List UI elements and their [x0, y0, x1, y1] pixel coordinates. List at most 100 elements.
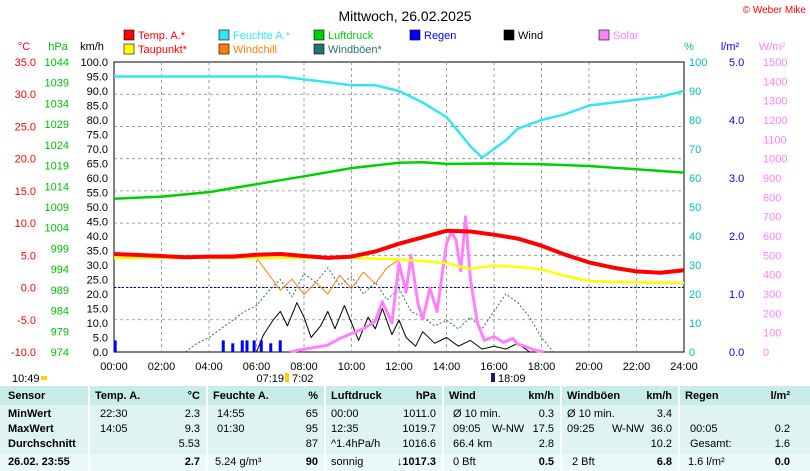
hpa-tick-label: 984 — [51, 306, 69, 318]
sunset-time: 18:09 — [498, 373, 526, 385]
hpa-tick-label: 979 — [51, 326, 69, 338]
hum-unit-header: % — [308, 390, 318, 402]
kmh-tick-label: 95.0 — [87, 72, 108, 84]
hpa-tick-label: 989 — [51, 285, 69, 297]
rain-bar — [221, 340, 225, 352]
kmh-tick-label: 35.0 — [87, 246, 108, 258]
sunrise-marker — [285, 373, 289, 382]
legend-swatch — [218, 29, 230, 41]
solar-tick-label: 1300 — [763, 96, 787, 108]
rain-bar — [252, 340, 256, 352]
pct-unit-label: % — [684, 41, 694, 53]
pct-tick-label: 10 — [689, 318, 701, 330]
press-unit-header: hPa — [415, 390, 436, 402]
temp-tick-label: -5.0 — [17, 315, 36, 327]
divider — [88, 386, 90, 471]
legend-label: Luftdruck — [328, 30, 374, 42]
hum-time: 01:30 — [217, 423, 245, 435]
kmh-tick-label: 100.0 — [80, 57, 108, 69]
rain-bar — [231, 343, 235, 352]
pct-tick-label: 80 — [689, 115, 701, 127]
current-rain: 0.0 — [774, 456, 790, 468]
press-header: Luftdruck — [331, 390, 382, 402]
series-line-solar — [289, 215, 545, 354]
kmh-tick-label: 20.0 — [87, 289, 108, 301]
hpa-tick-label: 994 — [51, 264, 69, 276]
solar-tick-label: 1000 — [763, 154, 787, 166]
time-tick-label: 00:00 — [100, 361, 128, 373]
temp-tick-label: -10.0 — [11, 347, 36, 359]
legend-swatch — [313, 29, 325, 41]
kmh-tick-label: 70.0 — [87, 144, 108, 156]
legend-label: Temp. A.* — [138, 30, 186, 42]
temp-tick-label: 25.0 — [15, 121, 36, 133]
gust-dir: W-NW — [612, 423, 645, 435]
rain-unit-header: l/m² — [770, 390, 790, 402]
hpa-tick-label: 1044 — [45, 57, 69, 69]
rain-time: 00:05 — [690, 423, 718, 435]
series-line-luftdruck — [113, 161, 685, 200]
wind-value: 2.8 — [538, 438, 554, 450]
rain-header: Regen — [685, 390, 719, 402]
pct-tick-label: 70 — [689, 144, 701, 156]
solar-tick-label: 1500 — [763, 57, 787, 69]
current-label: 26.02. 23:55 — [8, 456, 70, 468]
series-line-feuchtea — [114, 75, 685, 159]
rain-bar — [269, 343, 273, 352]
current-gust-bft: 2 Bft — [572, 456, 595, 468]
kmh-tick-label: 15.0 — [87, 304, 108, 316]
wind-time: Ø 10 min. — [453, 408, 501, 420]
hum-value: 95 — [305, 423, 318, 435]
pct-tick-label: 90 — [689, 86, 701, 98]
legend-swatch — [409, 29, 421, 41]
press-value: 1019.7 — [402, 423, 436, 435]
stats-header-row — [0, 386, 810, 405]
axis-ticks: 35.0 30.0 25.0 20.0 15.0 10.0 5.0 0.0 -5.0 -10.0 1… — [11, 57, 788, 373]
rain-tick-label: 2.0 — [729, 231, 744, 243]
current-abs-humidity: 5.24 g/m³ — [215, 456, 262, 468]
solar-tick-label: 500 — [763, 250, 781, 262]
kmh-unit-label: km/h — [80, 41, 104, 53]
time-tick-label: 14:00 — [433, 361, 461, 373]
solar-unit-label: W/m² — [759, 41, 786, 53]
series-line-windben — [185, 267, 554, 353]
time-tick-label: 02:00 — [148, 361, 176, 373]
kmh-tick-label: 50.0 — [87, 202, 108, 214]
pct-tick-label: 60 — [689, 173, 701, 185]
kmh-tick-label: 25.0 — [87, 275, 108, 287]
rain-bar — [245, 340, 249, 352]
pct-tick-label: 0 — [689, 347, 695, 359]
press-time: 00:00 — [331, 408, 359, 420]
temp-value: 5.53 — [178, 438, 200, 450]
time-tick-label: 04:00 — [195, 361, 223, 373]
hpa-unit-label: hPa — [48, 41, 68, 53]
time-tick-label: 22:00 — [623, 361, 651, 373]
now-time-label: 10:49 — [12, 373, 40, 385]
hpa-tick-label: 1004 — [45, 223, 69, 235]
hum-header: Feuchte A. — [213, 390, 269, 402]
current-temp: 2.7 — [184, 456, 200, 468]
sun-markers: 10:49 07:19 7:02 18:09 — [12, 373, 526, 385]
kmh-tick-label: 55.0 — [87, 188, 108, 200]
legend-label: Regen — [424, 30, 456, 42]
series-line-windchill — [256, 257, 400, 296]
pct-tick-label: 50 — [689, 202, 701, 214]
time-tick-label: 06:00 — [243, 361, 271, 373]
time-tick-label: 24:00 — [670, 361, 698, 373]
legend-label: Feuchte A.* — [233, 30, 291, 42]
legend-swatch — [503, 29, 515, 41]
temp-tick-label: 35.0 — [15, 57, 36, 69]
current-hum: 90 — [305, 456, 318, 468]
weather-chart: Mittwoch, 26.02.2025 © Weber Mike Temp. … — [11, 5, 807, 385]
series-line-wind — [256, 302, 542, 353]
gust-unit-header: km/h — [646, 390, 672, 402]
row-label: MaxWert — [8, 423, 54, 435]
legend-swatch — [598, 29, 610, 41]
row-label: Durchschnitt — [8, 438, 76, 450]
legend-swatch — [123, 43, 135, 55]
hpa-tick-label: 1039 — [45, 78, 69, 90]
kmh-tick-label: 90.0 — [87, 86, 108, 98]
current-wind: 0.5 — [538, 456, 554, 468]
solar-tick-label: 400 — [763, 270, 781, 282]
kmh-tick-label: 0.0 — [93, 347, 108, 359]
